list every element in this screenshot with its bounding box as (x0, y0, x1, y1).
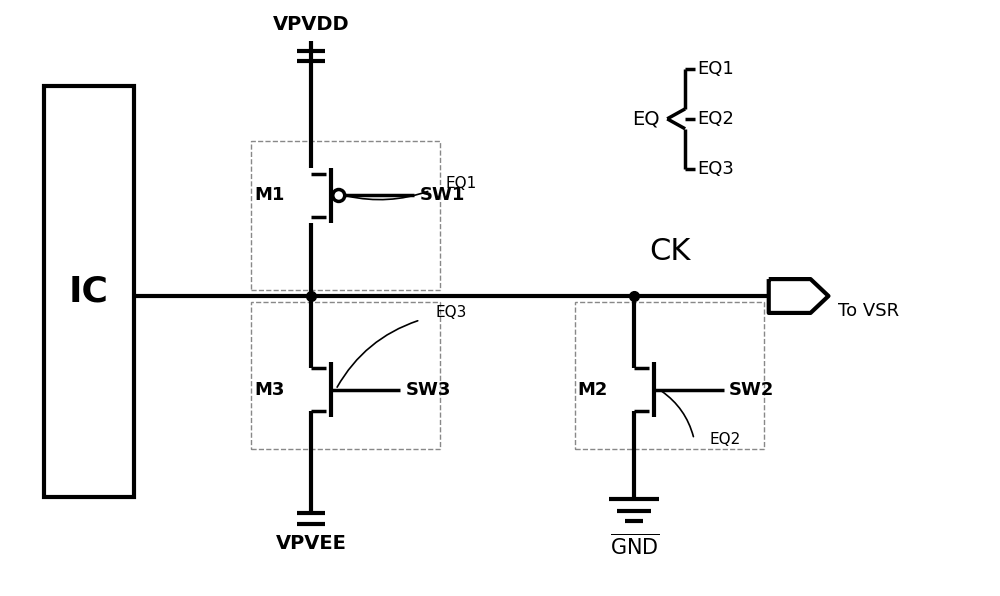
Text: M1: M1 (254, 187, 284, 204)
Text: EQ3: EQ3 (697, 160, 734, 178)
Polygon shape (769, 279, 828, 313)
Text: SW2: SW2 (729, 381, 774, 399)
Text: M3: M3 (254, 381, 284, 399)
Bar (575, 302, 764, 449)
Text: $\overline{\mathrm{GND}}$: $\overline{\mathrm{GND}}$ (610, 534, 659, 559)
Text: EQ3: EQ3 (435, 305, 467, 321)
Text: SW1: SW1 (419, 187, 465, 204)
Text: EQ2: EQ2 (697, 110, 734, 128)
Bar (251, 302, 440, 449)
Bar (44, 86, 134, 497)
Bar (251, 141, 440, 290)
Text: CK: CK (649, 237, 691, 266)
Text: EQ1: EQ1 (445, 176, 477, 191)
Text: EQ2: EQ2 (709, 432, 740, 447)
Text: EQ1: EQ1 (697, 60, 734, 78)
Text: EQ: EQ (632, 109, 659, 128)
Text: SW3: SW3 (405, 381, 451, 399)
Text: IC: IC (69, 275, 109, 309)
Text: VPVEE: VPVEE (275, 534, 346, 553)
Text: To VSR: To VSR (838, 302, 900, 320)
Text: VPVDD: VPVDD (273, 15, 349, 34)
Text: M2: M2 (577, 381, 608, 399)
